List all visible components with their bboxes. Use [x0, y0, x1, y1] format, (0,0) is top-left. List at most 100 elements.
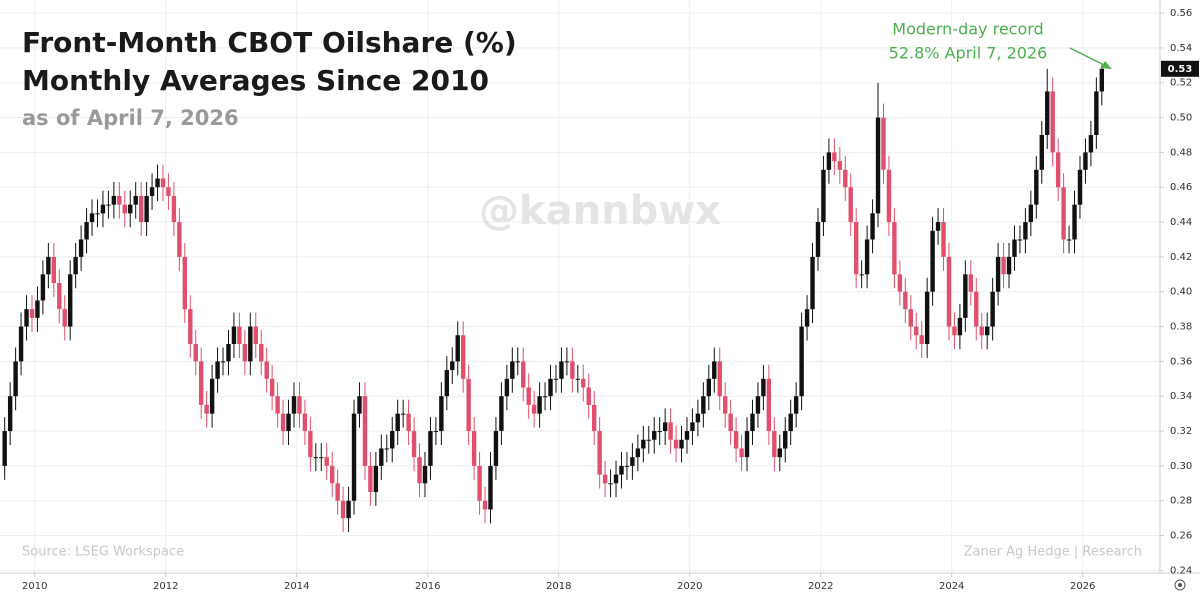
candle-body [111, 195, 117, 205]
candle-body [428, 431, 433, 466]
candle-body [89, 213, 95, 223]
candle-body [777, 448, 782, 458]
candle-body [160, 178, 166, 188]
candle-body [914, 326, 919, 336]
watermark: @kannbwx [479, 188, 721, 234]
candle-body [46, 256, 51, 275]
candle-body [755, 396, 761, 414]
candle-body [78, 239, 84, 257]
candle-body [1066, 239, 1072, 241]
source: Source: LSEG Workspace [22, 545, 184, 560]
candle-body [242, 343, 248, 362]
settings-icon[interactable] [1174, 579, 1186, 591]
candle-body [946, 256, 952, 327]
candle-body [542, 396, 548, 398]
candle-body [51, 256, 57, 284]
candle-body [679, 439, 684, 449]
candle-body [422, 465, 428, 484]
candle-body [974, 291, 979, 327]
candle-body [810, 256, 815, 310]
candle-body [390, 431, 395, 449]
candle-body [619, 465, 624, 475]
candle-body [559, 361, 564, 379]
candle-body [1034, 169, 1039, 205]
candle-body [722, 396, 728, 414]
candle-body [455, 335, 460, 362]
candle-body [73, 256, 78, 275]
y-tick-label: 0.50 [1170, 113, 1192, 124]
candle-body [417, 457, 422, 484]
candle-body [673, 439, 679, 449]
candle-body [84, 222, 89, 240]
candle-body [575, 378, 581, 380]
candle-body [128, 204, 133, 214]
candle-body [881, 117, 886, 170]
y-tick-label: 0.38 [1170, 322, 1192, 333]
candle-body [537, 396, 542, 414]
candle-body [439, 396, 444, 432]
candle-body [269, 378, 275, 397]
last-price-box [1161, 60, 1199, 77]
candle-body [783, 431, 788, 449]
candle-body [215, 361, 220, 379]
candle-body [2, 431, 7, 466]
candle-body [924, 291, 930, 344]
title-line: Front-Month CBOT Oilshare (%) [22, 26, 517, 59]
candle-body [864, 239, 870, 275]
candle-body [521, 361, 526, 388]
candle-body [1050, 91, 1055, 153]
candle-body [591, 404, 597, 432]
candle-body [198, 361, 204, 405]
candle-body [602, 474, 608, 484]
candle-body [821, 169, 826, 223]
candle-body [264, 361, 269, 379]
candle-body [1094, 91, 1099, 135]
candle-body [286, 413, 291, 432]
candle-body [488, 465, 493, 510]
candle-body [739, 448, 744, 458]
candle-body [357, 396, 362, 414]
candle-body [155, 178, 160, 188]
candle-body [1045, 91, 1050, 135]
candle-body [1023, 222, 1028, 240]
candle-body [526, 387, 531, 405]
candle-body [433, 431, 439, 433]
candle-body [886, 169, 892, 223]
candle-body [892, 222, 897, 275]
candle-body [641, 439, 646, 449]
candle-body [804, 309, 810, 327]
candle-body [57, 283, 62, 310]
candle-body [182, 256, 188, 310]
candle-body [384, 448, 389, 450]
candle-body [717, 361, 722, 397]
candle-body [1088, 134, 1094, 153]
candle-body [471, 431, 477, 466]
candle-body [608, 483, 613, 485]
subtitle: as of April 7, 2026 [22, 106, 239, 130]
candle-body [772, 431, 777, 458]
candle-body [106, 204, 111, 206]
candle-body [171, 195, 177, 223]
candle-body [18, 326, 24, 362]
candle-body [7, 396, 13, 432]
candle-body [504, 378, 510, 397]
candle-body [662, 422, 668, 432]
candle-body [657, 431, 662, 433]
candle-body [897, 274, 903, 292]
title-line: Monthly Averages Since 2010 [22, 64, 489, 97]
candle-body [35, 300, 40, 318]
candle-body [329, 465, 335, 484]
candle-body [635, 448, 641, 458]
candle-body [231, 326, 237, 344]
candle-body [984, 326, 990, 336]
candle-body [482, 500, 488, 510]
candle-body [117, 195, 122, 205]
candle-body [362, 396, 368, 466]
candle-body [493, 431, 499, 466]
candle-body [122, 204, 127, 214]
candle-body [253, 326, 258, 344]
candle-body [226, 343, 231, 362]
candle-body [875, 117, 881, 214]
candle-body [259, 343, 264, 362]
